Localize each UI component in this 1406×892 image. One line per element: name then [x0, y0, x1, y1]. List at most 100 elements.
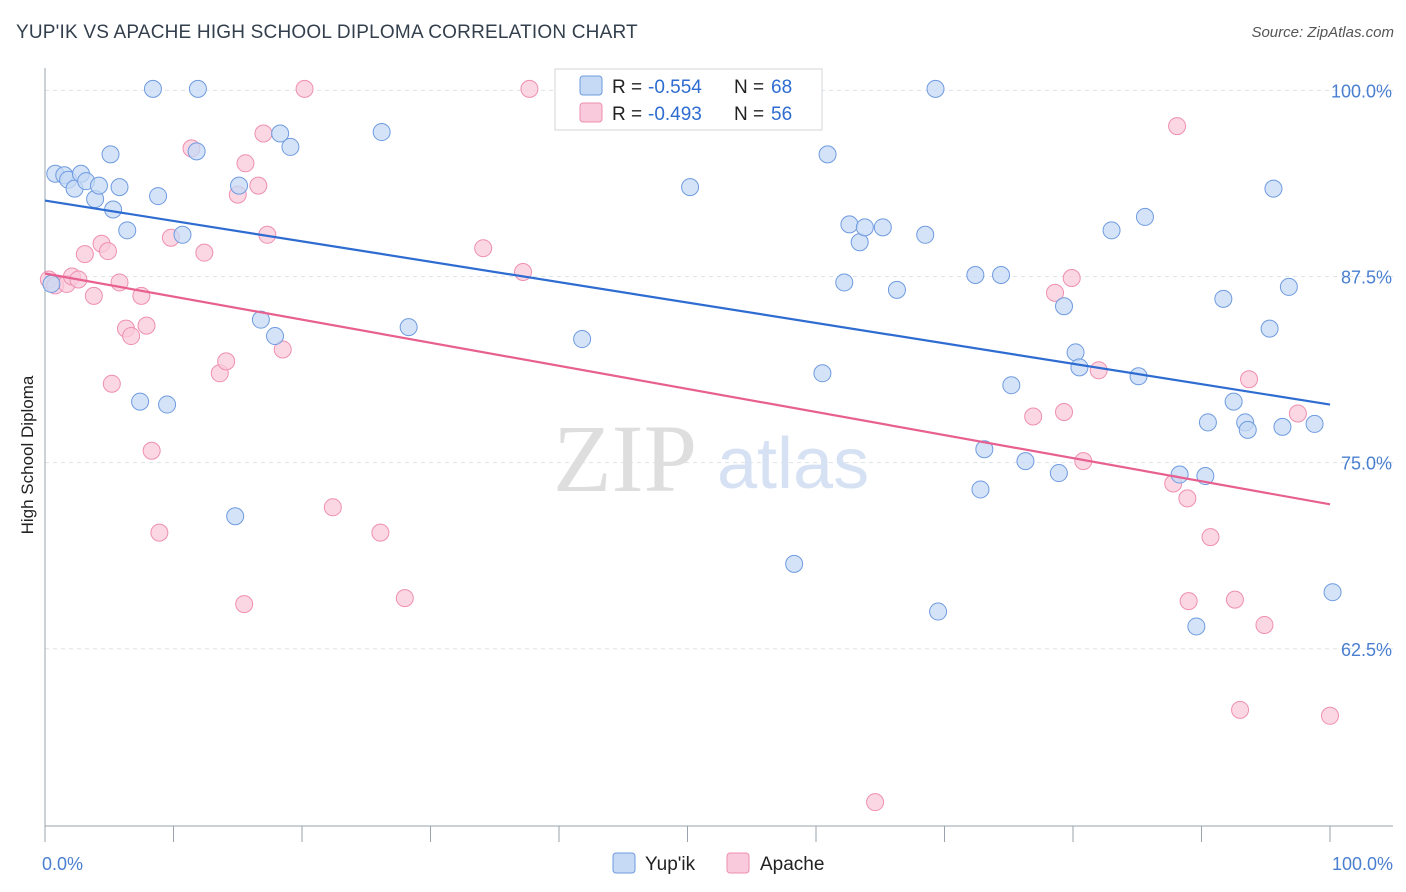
yupik-point-26 [372, 123, 391, 142]
yupik-point-23 [266, 327, 285, 346]
yupik-point-54 [1135, 207, 1154, 226]
legend-label-apache: Apache [760, 854, 824, 875]
y-tick-label-2: 75.0% [1341, 454, 1392, 474]
stats-r-value-apache: -0.493 [648, 104, 702, 125]
yupik-point-13 [131, 392, 150, 411]
yupik-point-18 [187, 142, 206, 161]
yupik-point-11 [110, 178, 129, 197]
yupik-point-42 [966, 265, 985, 284]
yupik-point-68 [1323, 583, 1342, 602]
apache-point-25 [249, 176, 268, 195]
axes [44, 68, 1393, 842]
stats-n-label-yupik: N = [734, 77, 764, 98]
stats-n-value-yupik: 68 [771, 77, 792, 98]
apache-point-32 [395, 589, 414, 608]
apache-point-21 [217, 352, 236, 371]
yupik-point-9 [101, 145, 120, 164]
apache-point-33 [474, 239, 493, 258]
legend-label-yupik: Yup'ik [645, 854, 696, 875]
apache-point-30 [323, 498, 342, 517]
yupik-point-67 [1305, 414, 1324, 433]
yupik-point-46 [1002, 376, 1021, 395]
yupik-point-53 [1129, 367, 1148, 386]
yupik-point-15 [149, 187, 168, 206]
stats-box: R = -0.554 N = 68 R = -0.493 N = 56 [554, 68, 823, 131]
apache-point-6 [84, 286, 103, 305]
apache-point-36 [866, 793, 885, 812]
apache-point-9 [102, 374, 121, 393]
trend-lines [44, 199, 1331, 506]
yupik-point-24 [271, 124, 290, 143]
stats-r-label-apache: R = [612, 104, 642, 125]
apache-point-49 [1231, 700, 1250, 719]
yupik-point-51 [1070, 358, 1089, 377]
apache-point-44 [1168, 117, 1187, 136]
yupik-point-47 [1016, 452, 1035, 471]
yupik-point-44 [975, 440, 994, 459]
apache-point-12 [122, 327, 141, 346]
apache-point-45 [1178, 489, 1197, 508]
watermark: ZIP atlas [553, 405, 869, 512]
yupik-point-0 [42, 274, 61, 293]
yupik-point-25 [281, 137, 300, 156]
yupik-point-30 [785, 554, 804, 573]
yupik-point-29 [681, 178, 700, 197]
yupik-point-63 [1260, 319, 1279, 338]
apache-point-48 [1225, 590, 1244, 609]
yupik-point-50 [1066, 343, 1085, 362]
y-tick-label-1: 87.5% [1341, 267, 1392, 287]
apache-point-39 [1055, 403, 1074, 422]
yupik-point-59 [1214, 289, 1233, 308]
apache-point-19 [195, 243, 214, 262]
apache-point-29 [295, 79, 314, 98]
yupik-point-20 [226, 507, 245, 526]
stats-swatch-yupik [579, 75, 603, 96]
x-tick-label-0: 0.0% [42, 854, 83, 874]
apache-point-14 [137, 316, 156, 335]
legend: Yup'ik Apache [612, 852, 824, 875]
apache-trend-line [44, 272, 1331, 506]
yupik-point-34 [840, 215, 859, 234]
apache-point-38 [1046, 283, 1065, 302]
yupik-point-17 [173, 225, 192, 244]
yupik-point-39 [916, 225, 935, 244]
yupik-point-37 [873, 218, 892, 237]
grid-lines [45, 89, 1393, 650]
x-tick-label-1: 100.0% [1332, 854, 1393, 874]
yupik-point-28 [573, 330, 592, 349]
apache-point-16 [150, 523, 169, 542]
yupik-point-52 [1102, 221, 1121, 240]
yupik-point-41 [929, 602, 948, 621]
apache-point-28 [273, 340, 292, 359]
y-tick-labels: 100.0% 87.5% 75.0% 62.5% [1331, 81, 1392, 659]
yupik-point-45 [992, 265, 1011, 284]
yupik-point-49 [1055, 297, 1074, 316]
chart-title: YUP'IK VS APACHE HIGH SCHOOL DIPLOMA COR… [16, 22, 638, 43]
yupik-trend-line [44, 199, 1331, 406]
yupik-point-62 [1238, 420, 1257, 439]
apache-point-40 [1062, 268, 1081, 287]
stats-n-label-apache: N = [734, 104, 764, 125]
yupik-point-65 [1273, 417, 1292, 436]
y-tick-label-0: 100.0% [1331, 81, 1392, 101]
yupik-point-21 [230, 176, 249, 195]
yupik-point-8 [89, 176, 108, 195]
apache-point-26 [254, 124, 273, 143]
apache-point-51 [1255, 615, 1274, 634]
apache-point-42 [1089, 361, 1108, 380]
yupik-point-48 [1049, 464, 1068, 483]
y-tick-label-3: 62.5% [1341, 640, 1392, 660]
yupik-point-27 [399, 318, 418, 337]
watermark-zip: ZIP [553, 405, 697, 512]
stats-swatch-apache [579, 102, 603, 123]
apache-point-47 [1201, 528, 1220, 547]
chart-source: Source: ZipAtlas.com [1251, 24, 1394, 41]
yupik-point-31 [813, 364, 832, 383]
legend-swatch-yupik [612, 852, 636, 874]
apache-point-23 [235, 595, 254, 614]
yupik-point-12 [118, 221, 137, 240]
yupik-point-43 [971, 480, 990, 499]
apache-point-31 [371, 523, 390, 542]
apache-point-52 [1288, 404, 1307, 423]
